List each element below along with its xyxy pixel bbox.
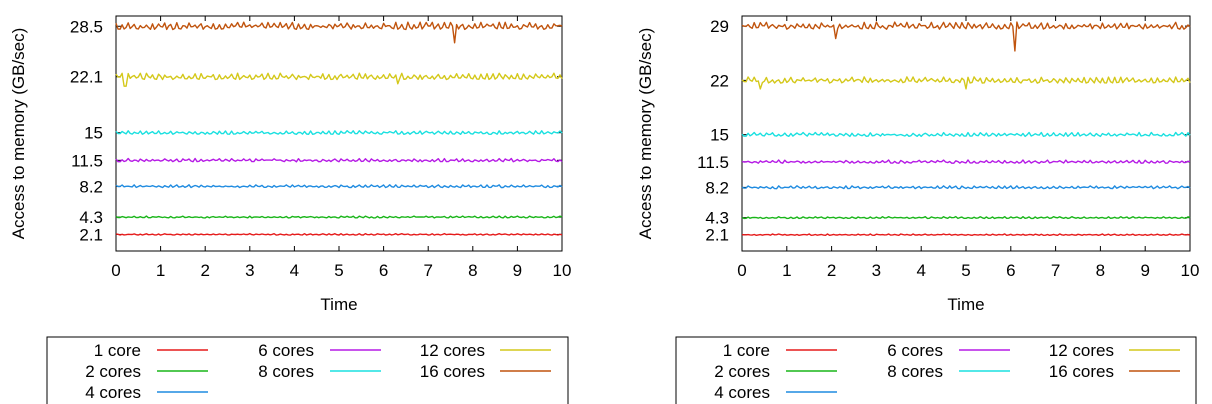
y-tick-label: 4.3 xyxy=(79,208,103,227)
y-axis-label: Access to memory (GB/sec) xyxy=(9,28,28,240)
legend-label-1-core: 1 core xyxy=(723,341,770,360)
series-line-16-cores xyxy=(115,21,563,44)
legend-label-8-cores: 8 cores xyxy=(258,362,314,381)
x-tick-label: 5 xyxy=(334,261,343,280)
x-tick-label: 1 xyxy=(782,261,791,280)
y-tick-label: 2.1 xyxy=(705,226,729,245)
y-tick-label: 8.2 xyxy=(705,178,729,197)
legend-box xyxy=(46,336,569,404)
y-tick-label: 2.1 xyxy=(79,225,103,244)
x-axis-label: Time xyxy=(947,295,984,314)
y-axis-label: Access to memory (GB/sec) xyxy=(636,28,655,240)
x-tick-label: 10 xyxy=(553,261,572,280)
x-tick-label: 8 xyxy=(1096,261,1105,280)
series-line-2-cores xyxy=(115,215,563,219)
series-line-1-core xyxy=(115,232,563,236)
y-tick-label: 15 xyxy=(84,124,103,143)
series-line-12-cores xyxy=(115,72,563,87)
y-tick-label: 29 xyxy=(710,17,729,36)
y-tick-label: 15 xyxy=(710,126,729,145)
legend-label-2-cores: 2 cores xyxy=(85,362,141,381)
x-tick-label: 0 xyxy=(111,261,120,280)
x-tick-label: 9 xyxy=(1140,261,1149,280)
y-tick-label: 8.2 xyxy=(79,177,103,196)
legend-label-4-cores: 4 cores xyxy=(714,383,770,402)
x-tick-label: 10 xyxy=(1181,261,1200,280)
legend-label-4-cores: 4 cores xyxy=(85,383,141,402)
series-line-8-cores xyxy=(741,131,1191,138)
series-line-4-cores xyxy=(115,184,563,189)
x-tick-label: 7 xyxy=(423,261,432,280)
series-line-8-cores xyxy=(115,130,563,135)
legend-label-6-cores: 6 cores xyxy=(887,341,943,360)
y-tick-label: 11.5 xyxy=(71,151,103,170)
chart-right: 0 1 2 3 4 5 6 7 8 9 10 2.14.3 8.2 11.5 15 22 29 Time Acces… xyxy=(636,15,1200,404)
legend-label-16-cores: 16 cores xyxy=(1049,362,1114,381)
x-tick-label: 1 xyxy=(156,261,165,280)
legend-label-2-cores: 2 cores xyxy=(714,362,770,381)
legend-label-12-cores: 12 cores xyxy=(1049,341,1114,360)
x-axis-label: Time xyxy=(320,295,357,314)
legend-label-16-cores: 16 cores xyxy=(420,362,485,381)
legend-label-12-cores: 12 cores xyxy=(420,341,485,360)
y-tick-label: 4.3 xyxy=(705,209,729,228)
x-tick-label: 7 xyxy=(1051,261,1060,280)
x-tick-label: 3 xyxy=(872,261,881,280)
series-line-4-cores xyxy=(741,185,1191,190)
series-line-1-core xyxy=(741,233,1191,236)
x-tick-label: 5 xyxy=(961,261,970,280)
series-line-12-cores xyxy=(741,76,1191,90)
series-line-6-cores xyxy=(741,159,1191,164)
y-tick-label: 11.5 xyxy=(697,153,729,172)
series-line-2-cores xyxy=(741,215,1191,220)
series-line-16-cores xyxy=(741,21,1191,52)
y-tick-label: 22.1 xyxy=(70,68,103,87)
legend-label-6-cores: 6 cores xyxy=(258,341,314,360)
series-line-6-cores xyxy=(115,157,563,163)
x-tick-label: 9 xyxy=(513,261,522,280)
chart-left: 0 1 2 3 4 5 6 7 8 9 10 2.14.3 8.2 11.5 15 22.1 28.5 Time A… xyxy=(9,15,572,404)
x-tick-label: 2 xyxy=(827,261,836,280)
x-tick-label: 6 xyxy=(1006,261,1015,280)
x-tick-label: 8 xyxy=(468,261,477,280)
x-tick-label: 4 xyxy=(290,261,299,280)
x-tick-label: 0 xyxy=(737,261,746,280)
legend-box xyxy=(675,336,1197,404)
x-tick-label: 6 xyxy=(379,261,388,280)
x-tick-label: 2 xyxy=(200,261,209,280)
legend-label-8-cores: 8 cores xyxy=(887,362,943,381)
x-tick-label: 4 xyxy=(916,261,925,280)
y-tick-label: 28.5 xyxy=(70,17,103,36)
y-tick-label: 22 xyxy=(710,71,729,90)
legend-label-1-core: 1 core xyxy=(94,341,141,360)
x-tick-label: 3 xyxy=(245,261,254,280)
